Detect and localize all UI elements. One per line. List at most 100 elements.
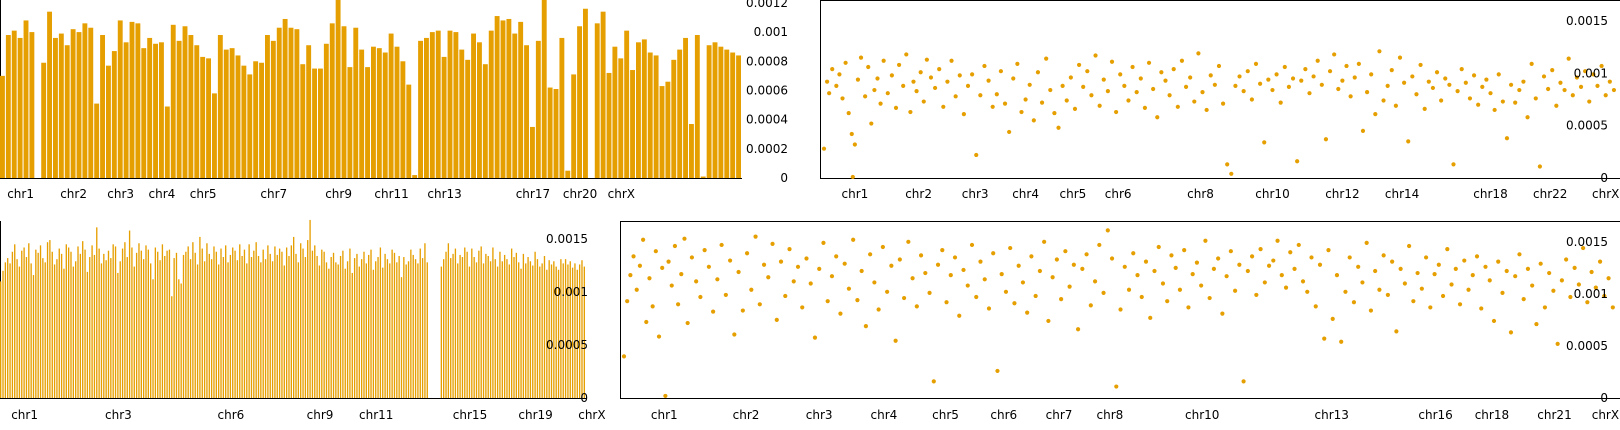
- bar: [706, 45, 712, 179]
- scatter-point: [1126, 98, 1131, 103]
- scatter-point: [846, 286, 852, 291]
- scatter-point: [998, 69, 1004, 74]
- scatter-point: [1352, 75, 1357, 80]
- bar: [264, 259, 267, 398]
- bar: [659, 86, 665, 178]
- scatter-point: [1002, 101, 1008, 106]
- bar: [164, 255, 166, 398]
- scatter-point: [1406, 139, 1411, 144]
- bar: [293, 236, 295, 398]
- scatter-point: [1146, 60, 1152, 65]
- bar: [222, 257, 225, 398]
- bar: [576, 269, 578, 398]
- bar: [594, 23, 600, 179]
- bar: [330, 257, 332, 398]
- bar: [147, 37, 153, 179]
- scatter-point: [744, 251, 750, 256]
- scatter-point: [1377, 287, 1382, 292]
- scatter-point: [921, 99, 926, 104]
- bar: [414, 259, 417, 398]
- scatter-point: [875, 76, 880, 81]
- bar: [571, 267, 574, 398]
- bar: [535, 40, 541, 178]
- chart-panel-top-right: chr1 chr2 chr3 chr4 chr5 chr6 chr8 chr10 chr12 ch…: [820, 0, 1620, 201]
- bar: [564, 259, 567, 398]
- scatter-point: [918, 253, 924, 258]
- scatter-point: [1568, 294, 1573, 300]
- scatter-point: [928, 75, 934, 80]
- bar: [123, 42, 129, 179]
- scatter-point: [1142, 105, 1148, 110]
- bar: [403, 257, 405, 398]
- scatter-point: [1054, 257, 1059, 262]
- scatter-point: [1434, 70, 1440, 75]
- scatter-point: [1463, 80, 1468, 85]
- scatter-point: [852, 142, 857, 147]
- bar: [677, 49, 683, 178]
- scatter-point: [1555, 341, 1560, 346]
- bar: [103, 253, 105, 398]
- scatter-point: [986, 306, 992, 311]
- bar: [229, 48, 235, 179]
- bar: [270, 40, 276, 178]
- bar: [203, 261, 206, 398]
- scatter-point: [1521, 296, 1526, 302]
- scatter-point: [1152, 268, 1157, 274]
- bar: [187, 246, 189, 398]
- scatter-point: [1398, 266, 1403, 271]
- x-tick-label: chr4: [149, 187, 176, 201]
- scatter-point: [787, 247, 792, 252]
- scatter-point: [761, 262, 767, 267]
- scatter-point: [924, 57, 929, 62]
- bar: [297, 262, 300, 398]
- scatter-point: [1303, 67, 1308, 72]
- bar: [23, 247, 25, 398]
- scatter-point: [1368, 308, 1374, 313]
- bar: [0, 281, 2, 398]
- x-tick-label: chr1: [842, 187, 869, 201]
- scatter-point: [1027, 82, 1032, 87]
- bar: [665, 81, 671, 178]
- scatter-point: [937, 67, 942, 72]
- scatter-point: [821, 240, 826, 245]
- scatter-point: [1529, 61, 1534, 66]
- scatter-point: [660, 265, 665, 270]
- bar: [173, 258, 175, 398]
- scatter-point: [637, 263, 643, 268]
- bar: [624, 30, 630, 178]
- scatter-point: [1591, 72, 1596, 77]
- bar: [223, 49, 229, 178]
- scatter-point: [935, 262, 941, 267]
- scatter-point: [849, 131, 854, 137]
- scatter-point: [834, 254, 839, 259]
- scatter-point: [1534, 321, 1539, 327]
- scatter-point: [1118, 307, 1123, 312]
- scatter-point: [1019, 109, 1024, 115]
- bar: [513, 257, 515, 398]
- scatter-point: [944, 300, 949, 305]
- scatter-point: [1470, 273, 1475, 278]
- bar: [441, 56, 447, 178]
- bar: [410, 249, 412, 398]
- bar: [418, 40, 423, 178]
- bar: [641, 39, 647, 178]
- scatter-point: [1068, 75, 1073, 80]
- scatter-point: [1587, 99, 1592, 104]
- bar: [499, 251, 501, 398]
- scatter-point: [1311, 74, 1316, 79]
- bar: [412, 175, 418, 178]
- scatter-point: [682, 236, 687, 241]
- scatter-point: [1179, 58, 1185, 63]
- bar: [131, 247, 133, 398]
- scatter-point: [885, 91, 890, 96]
- scatter-point: [1270, 87, 1275, 93]
- bar: [247, 74, 253, 178]
- scatter-point: [1071, 262, 1076, 267]
- bar: [35, 249, 37, 398]
- bar: [508, 264, 510, 398]
- bar: [30, 263, 32, 398]
- scatter-point: [650, 304, 655, 309]
- scatter-point: [1155, 115, 1160, 120]
- scatter-point: [1237, 262, 1242, 267]
